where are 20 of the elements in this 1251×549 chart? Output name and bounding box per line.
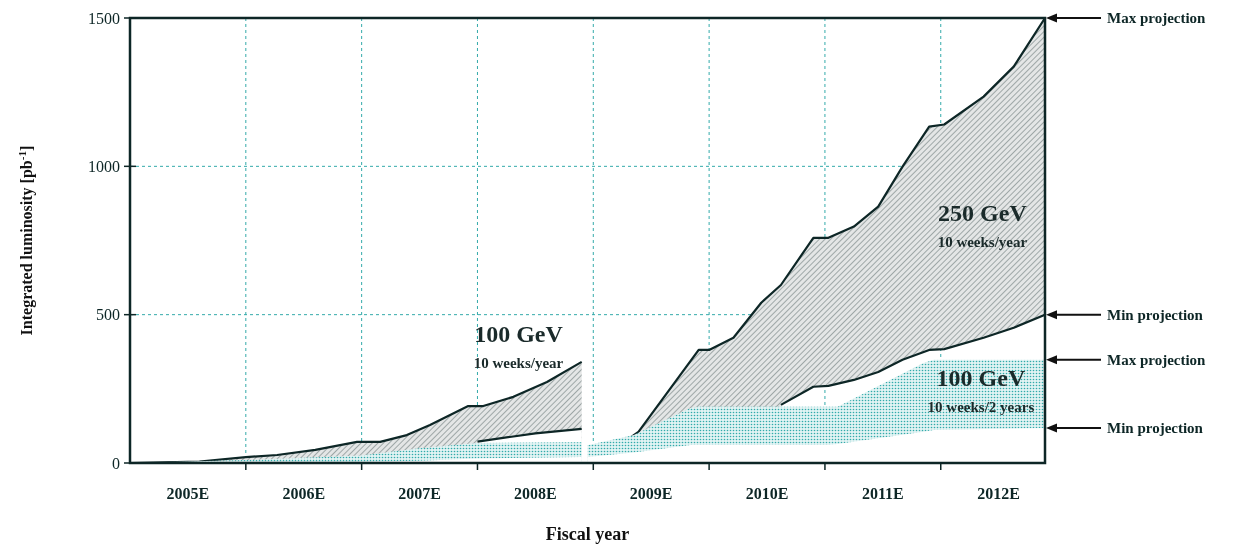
x-tick-label: 2011E (861, 485, 904, 502)
y-tick-label: 0 (112, 454, 120, 472)
series-label: 100 GeV 10 weeks/year (473, 320, 564, 371)
text: Min projection (1107, 306, 1204, 323)
text: Max projection (1107, 10, 1207, 27)
x-tick-label: 2005E (166, 485, 210, 502)
text: Min projection (1107, 420, 1204, 437)
x-axis-title: Fiscal year (545, 524, 630, 544)
series-label: 250 GeV 10 weeks/year (937, 199, 1028, 250)
x-tick-label: 2006E (282, 485, 326, 502)
y-tick-label: 500 (96, 306, 120, 324)
x-tick-label: 2012E (977, 485, 1021, 502)
y-tick-label: 1500 (88, 9, 120, 27)
x-tick-label: 2008E (514, 485, 557, 502)
x-tick-label: 2009E (629, 485, 673, 502)
x-tick-label: 2010E (745, 485, 789, 502)
y-tick-label: 1000 (88, 157, 120, 175)
text: Max projection (1107, 352, 1207, 369)
series-label: 100 GeV 10 weeks/2 years (927, 365, 1035, 416)
x-tick-label: 2007E (398, 485, 441, 502)
